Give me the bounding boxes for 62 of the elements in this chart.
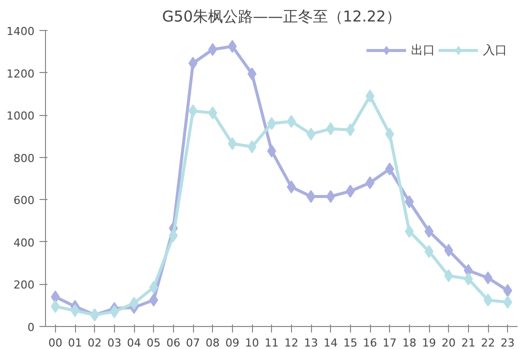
x-tick-label: 14 (324, 336, 338, 349)
x-tick-label: 21 (461, 336, 476, 349)
point (286, 114, 296, 128)
x-tick-label: 22 (481, 336, 495, 349)
x-tick-label: 15 (343, 336, 358, 349)
point (267, 117, 276, 130)
point (346, 123, 355, 136)
point (168, 229, 178, 242)
x-tick-label: 02 (88, 336, 102, 349)
x-tick-label: 04 (127, 336, 141, 349)
point (228, 40, 237, 53)
x-tick-label: 13 (304, 336, 318, 349)
y-tick-label: 1000 (6, 110, 35, 123)
y-tick-label: 400 (14, 236, 35, 250)
point (50, 290, 60, 304)
x-tick-label: 06 (166, 336, 180, 349)
x-tick-label: 12 (284, 336, 298, 349)
legend-label: 出口 (411, 42, 435, 58)
point (267, 144, 276, 158)
y-tick-label: 1200 (6, 67, 35, 80)
y-tick-label: 200 (14, 278, 35, 292)
x-tick-label: 20 (442, 336, 456, 349)
x-tick-label: 01 (68, 336, 82, 349)
point (464, 272, 473, 286)
point (404, 224, 414, 238)
x-tick-label: 19 (422, 336, 436, 349)
x-tick-label: 09 (225, 336, 240, 349)
point (404, 195, 414, 208)
x-tick-label: 03 (107, 336, 122, 349)
point (503, 296, 512, 309)
y-tick-label: 800 (14, 152, 35, 165)
point (326, 190, 336, 203)
point (149, 280, 158, 294)
x-tick-label: 07 (186, 336, 200, 349)
legend-label: 入口 (483, 42, 507, 58)
point (385, 162, 394, 176)
point (326, 122, 336, 136)
x-tick-label: 23 (500, 336, 515, 349)
y-tick-label: 0 (28, 321, 34, 334)
x-tick-label: 18 (402, 336, 416, 349)
point (208, 106, 218, 120)
x-tick-label: 05 (146, 336, 161, 349)
x-tick-label: 10 (245, 336, 259, 349)
point (149, 294, 158, 307)
point (228, 137, 237, 150)
point (444, 244, 454, 257)
x-tick-label: 00 (48, 336, 62, 349)
point (444, 269, 454, 282)
x-tick-label: 11 (264, 336, 279, 349)
x-tick-label: 17 (382, 336, 397, 349)
y-tick-label: 1400 (6, 25, 35, 38)
x-tick-label: 16 (363, 336, 377, 349)
point (346, 184, 355, 198)
x-tick-label: 08 (206, 336, 220, 349)
y-tick-label: 600 (14, 194, 35, 208)
point (110, 305, 119, 318)
point (286, 180, 296, 194)
point (50, 300, 60, 313)
point (503, 284, 512, 298)
chart-title: G50朱枫公路——正冬至（12.22） (162, 8, 401, 26)
point (385, 128, 394, 141)
point (208, 43, 218, 56)
